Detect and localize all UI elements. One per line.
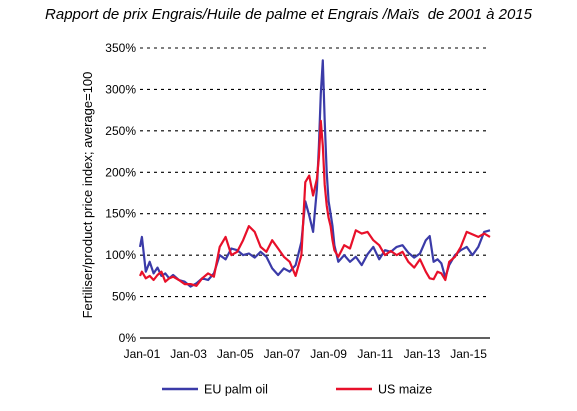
x-tick-label: Jan-13 [404,347,441,361]
y-tick-label: 350% [105,41,136,55]
y-tick-labels: 0% 50% 100% 150% 200% 250% 300% 350% [105,41,136,345]
x-tick-label: Jan-09 [310,347,347,361]
y-tick-label: 150% [105,207,136,221]
chart-title: Rapport de prix Engrais/Huile de palme e… [45,6,532,23]
y-tick-label: 50% [112,290,136,304]
legend-label: EU palm oil [204,383,268,397]
x-tick-labels: Jan-01 Jan-03 Jan-05 Jan-07 Jan-09 Jan-11 Jan-… [124,347,488,361]
y-tick-label: 250% [105,124,136,138]
series-line-eu-palm-oil [138,59,491,288]
y-axis-label: Fertiliser/product price index; average=… [80,72,95,319]
y-tick-label: 300% [105,82,136,96]
legend-label: US maize [378,383,432,397]
x-tick-label: Jan-01 [124,347,161,361]
x-tick-label: Jan-11 [357,347,393,361]
x-tick-label: Jan-15 [450,347,487,361]
y-tick-label: 0% [119,331,137,345]
y-tick-label: 100% [105,248,136,262]
legend: EU palm oil US maize [162,383,432,397]
gridlines [140,47,490,298]
x-tick-label: Jan-07 [264,347,301,361]
x-tick-label: Jan-03 [170,347,207,361]
x-tick-label: Jan-05 [217,347,254,361]
series-line-us-maize [138,119,491,287]
y-tick-label: 200% [105,165,136,179]
series-lines [138,59,491,288]
